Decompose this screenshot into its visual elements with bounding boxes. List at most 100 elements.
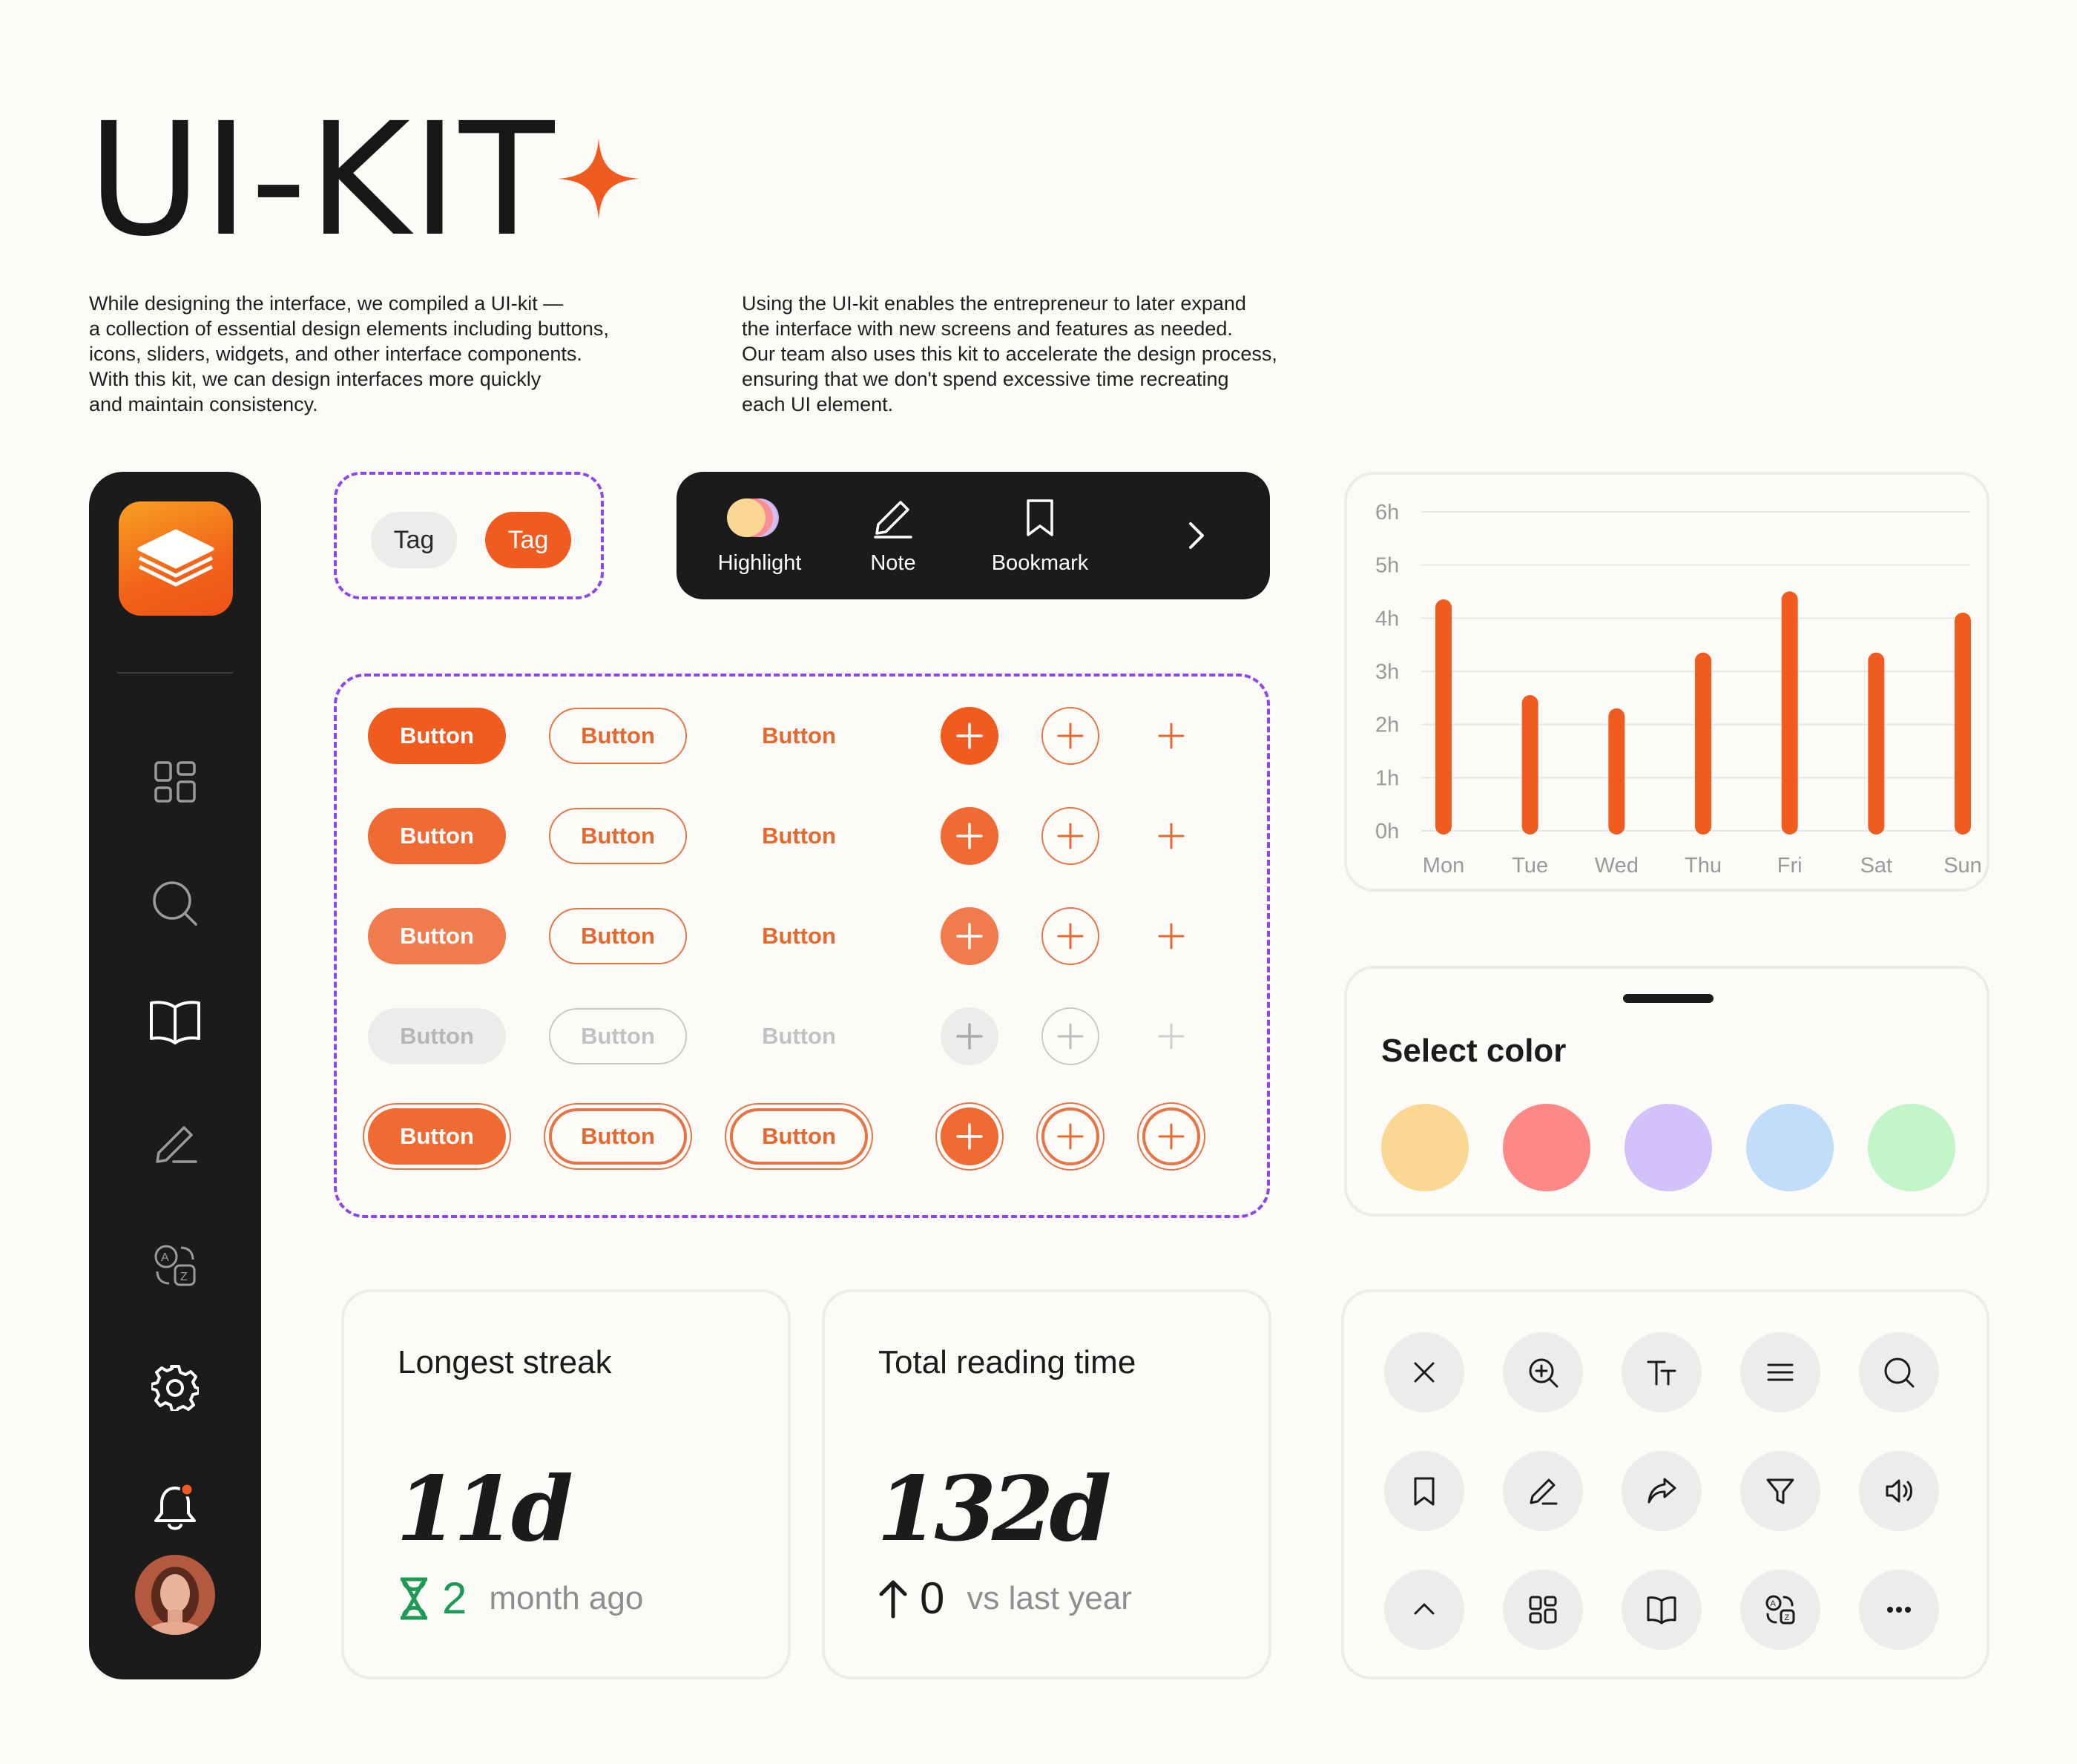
add-filled-icon-button[interactable]: [941, 1007, 998, 1065]
x-tick-label: Tue: [1512, 854, 1548, 878]
outline-button-hover[interactable]: Button: [549, 808, 687, 864]
outline-button-pressed[interactable]: Button: [549, 908, 687, 964]
swatch-blue[interactable]: [1746, 1104, 1834, 1191]
add-icon-button[interactable]: [1142, 807, 1200, 865]
pen-icon: [1530, 1478, 1558, 1505]
filled-button-focused[interactable]: Button: [368, 1108, 506, 1165]
add-filled-icon-button[interactable]: [941, 807, 998, 865]
chevron-right-icon[interactable]: [1166, 472, 1225, 599]
stat-title: Total reading time: [878, 1344, 1136, 1380]
sparkle-icon: [558, 138, 639, 220]
text-button-disabled[interactable]: Button: [762, 1023, 836, 1049]
outline-button-focused[interactable]: Button: [549, 1108, 687, 1165]
avatar[interactable]: [135, 1555, 215, 1635]
intro-text-left: While designing the interface, we compil…: [89, 292, 609, 415]
add-filled-icon-button[interactable]: [941, 1108, 998, 1165]
book-icon[interactable]: [145, 993, 205, 1052]
swatch-yellow[interactable]: [1381, 1104, 1469, 1191]
chevron-up-icon: [1414, 1603, 1435, 1615]
text-button-hover[interactable]: Button: [762, 823, 836, 849]
swatch-green[interactable]: [1868, 1104, 1955, 1191]
text-size-icon-button[interactable]: [1622, 1332, 1702, 1412]
x-tick-label: Mon: [1423, 854, 1464, 878]
grid-icon-button[interactable]: [1503, 1570, 1583, 1650]
stat-value: 132d: [877, 1457, 1111, 1561]
bookmark-icon: [1027, 498, 1053, 536]
text-button-default[interactable]: Button: [762, 723, 836, 748]
filled-button-default[interactable]: Button: [368, 708, 506, 764]
y-tick-label: 2h: [1375, 714, 1399, 737]
share-icon: [1648, 1478, 1676, 1504]
add-icon-button[interactable]: [1142, 1108, 1200, 1165]
add-icon-button[interactable]: [1142, 907, 1200, 965]
svg-text:Z: Z: [1785, 1613, 1790, 1622]
add-filled-icon-button[interactable]: [941, 707, 998, 765]
filter-icon-button[interactable]: [1740, 1451, 1820, 1531]
close-icon-button[interactable]: [1384, 1332, 1464, 1412]
selection-toolbar: Highlight Note Bookmark: [677, 472, 1270, 599]
grid-icon[interactable]: [145, 752, 205, 812]
menu-icon-button[interactable]: [1740, 1332, 1820, 1412]
search-icon-button[interactable]: [1859, 1332, 1939, 1412]
pen-icon-button[interactable]: [1503, 1451, 1583, 1531]
book-icon: [1647, 1596, 1676, 1625]
sheet-handle[interactable]: [1623, 994, 1714, 1003]
filled-button-disabled[interactable]: Button: [368, 1008, 506, 1064]
outline-button-default[interactable]: Button: [549, 708, 687, 764]
chevron-up-icon-button[interactable]: [1384, 1570, 1464, 1650]
x-tick-label: Sun: [1943, 854, 1982, 878]
chart-plot: 6h 5h 4h 3h 2h 1h 0h Mon Tue Wed Thu Fri Sat Sun: [1375, 501, 1982, 878]
add-outline-icon-button[interactable]: [1041, 807, 1099, 865]
add-icon-button[interactable]: [1142, 1007, 1200, 1065]
add-outline-icon-button[interactable]: [1041, 1108, 1099, 1165]
tags-group: Tag Tag: [334, 472, 604, 599]
more-icon-button[interactable]: [1859, 1570, 1939, 1650]
share-icon-button[interactable]: [1622, 1451, 1702, 1531]
stat-caption: month ago: [489, 1579, 644, 1616]
zoom-in-icon: [1529, 1358, 1558, 1388]
y-tick-label: 4h: [1375, 607, 1399, 631]
add-outline-icon-button[interactable]: [1041, 1007, 1099, 1065]
note-button[interactable]: Note: [841, 472, 945, 599]
volume-icon-button[interactable]: [1859, 1451, 1939, 1531]
highlight-button[interactable]: Highlight: [699, 472, 820, 599]
pen-icon[interactable]: [145, 1114, 205, 1174]
zoom-in-icon-button[interactable]: [1503, 1332, 1583, 1412]
book-icon-button[interactable]: [1622, 1570, 1702, 1650]
buttons-states-group: Button Button Button Button Button Button Butt…: [334, 674, 1270, 1218]
app-logo[interactable]: [119, 501, 233, 616]
search-icon: [1884, 1357, 1915, 1388]
bell-icon[interactable]: [145, 1478, 205, 1537]
search-icon[interactable]: [145, 874, 205, 933]
more-icon: [1887, 1607, 1911, 1613]
arrow-up-icon: [879, 1580, 907, 1618]
add-outline-icon-button[interactable]: [1041, 907, 1099, 965]
gear-icon[interactable]: [145, 1357, 205, 1417]
add-outline-icon-button[interactable]: [1041, 707, 1099, 765]
bookmark-icon-button[interactable]: [1384, 1451, 1464, 1531]
add-filled-icon-button[interactable]: [941, 907, 998, 965]
text-button-focused[interactable]: Button: [730, 1108, 868, 1165]
swatch-red[interactable]: [1503, 1104, 1590, 1191]
svg-text:A: A: [161, 1251, 169, 1264]
text-button-pressed[interactable]: Button: [762, 923, 836, 949]
add-icon-button[interactable]: [1142, 707, 1200, 765]
filled-button-hover[interactable]: Button: [368, 808, 506, 864]
y-tick-label: 3h: [1375, 660, 1399, 684]
stat-delta: 2: [442, 1573, 467, 1623]
stat-caption: vs last year: [967, 1579, 1132, 1616]
bookmark-button[interactable]: Bookmark: [973, 472, 1107, 599]
swatch-purple[interactable]: [1625, 1104, 1712, 1191]
text-size-icon: [1647, 1360, 1676, 1386]
stat-value: 11d: [396, 1457, 573, 1561]
tag-default[interactable]: Tag: [371, 512, 457, 568]
filled-button-pressed[interactable]: Button: [368, 908, 506, 964]
tag-selected[interactable]: Tag: [485, 512, 571, 568]
outline-button-disabled[interactable]: Button: [549, 1008, 687, 1064]
y-tick-label: 0h: [1375, 820, 1399, 843]
svg-text:A: A: [1771, 1599, 1777, 1608]
